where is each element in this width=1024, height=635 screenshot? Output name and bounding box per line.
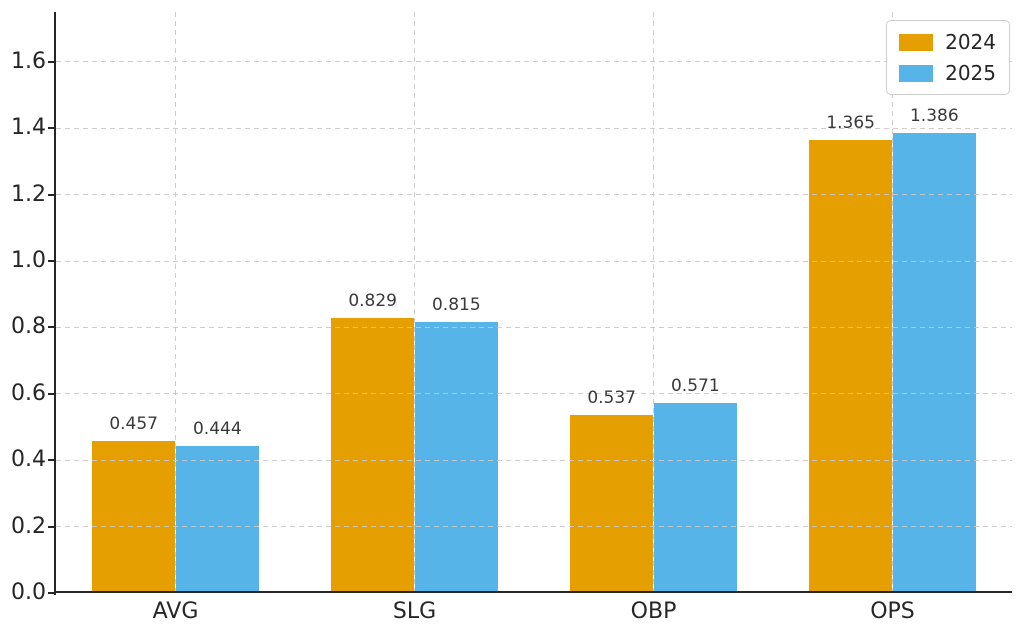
bar-2024-AVG — [91, 441, 176, 593]
bar-value-label-2024-OBP: 0.537 — [587, 387, 636, 408]
y-axis-tick — [48, 592, 55, 594]
gridline-horizontal — [56, 260, 1012, 262]
y-axis-tick — [48, 60, 55, 63]
y-axis-tick — [48, 193, 55, 196]
gridline-horizontal — [56, 194, 1012, 196]
bar-value-label-2025-OBP: 0.571 — [670, 376, 720, 397]
y-tick-label: 1.6 — [11, 48, 46, 74]
x-axis-spine — [54, 591, 1012, 593]
y-axis-spine — [54, 12, 56, 595]
bar-2025-SLG — [414, 322, 499, 593]
gridline-vertical — [653, 12, 654, 593]
legend-swatch-2025-icon — [899, 64, 934, 82]
bar-2025-OBP — [653, 403, 738, 593]
y-axis-tick — [48, 525, 55, 528]
y-axis-tick — [48, 392, 55, 395]
y-axis-tick — [48, 459, 55, 462]
x-tick-label: OPS — [870, 599, 915, 624]
gridline-horizontal — [56, 127, 1012, 129]
y-axis-tick — [48, 326, 55, 329]
bar-2024-SLG — [330, 317, 415, 593]
gridline-horizontal — [56, 526, 1012, 528]
bar-value-label-2024-SLG: 0.829 — [348, 290, 397, 311]
gridline-vertical — [892, 12, 893, 593]
gridline-vertical — [175, 12, 176, 593]
bar-value-label-2024-OPS: 1.365 — [826, 112, 875, 133]
legend-item-2024: 2024 — [899, 31, 996, 53]
gridline-horizontal — [56, 61, 1012, 63]
bar-2025-AVG — [175, 445, 260, 593]
y-tick-label: 0.4 — [11, 447, 46, 473]
x-tick-label: OBP — [630, 599, 677, 624]
legend-label-2024: 2024 — [945, 30, 996, 54]
gridline-horizontal — [56, 459, 1012, 461]
bar-2024-OBP — [569, 414, 654, 593]
plot-area — [56, 12, 1012, 593]
x-tick-label: SLG — [392, 599, 437, 624]
y-axis-tick — [48, 260, 55, 262]
gridline-horizontal — [56, 326, 1012, 328]
bar-value-label-2025-AVG: 0.444 — [192, 418, 242, 439]
y-axis-tick — [48, 127, 55, 130]
bar-2024-OPS — [808, 139, 893, 593]
bar-value-label-2024-AVG: 0.457 — [109, 414, 158, 435]
y-tick-label: 1.2 — [11, 181, 46, 207]
gridline-vertical — [414, 12, 415, 593]
legend-label-2025: 2025 — [945, 61, 996, 85]
legend-item-2025: 2025 — [899, 62, 996, 84]
y-tick-label: 1.0 — [11, 248, 46, 273]
bar-2025-OPS — [892, 132, 977, 593]
y-tick-label: 0.8 — [11, 314, 46, 340]
y-tick-label: 0.2 — [11, 513, 46, 539]
legend: 2024 2025 — [886, 20, 1010, 95]
y-tick-label: 0.6 — [11, 380, 46, 406]
bar-value-label-2025-OPS: 1.386 — [909, 105, 959, 126]
x-tick-label: AVG — [152, 599, 199, 624]
y-tick-label: 0.0 — [11, 580, 46, 605]
legend-swatch-2024-icon — [899, 33, 934, 51]
gridline-horizontal — [56, 393, 1012, 395]
bar-value-label-2025-SLG: 0.815 — [431, 295, 481, 316]
y-tick-label: 1.4 — [11, 115, 46, 141]
